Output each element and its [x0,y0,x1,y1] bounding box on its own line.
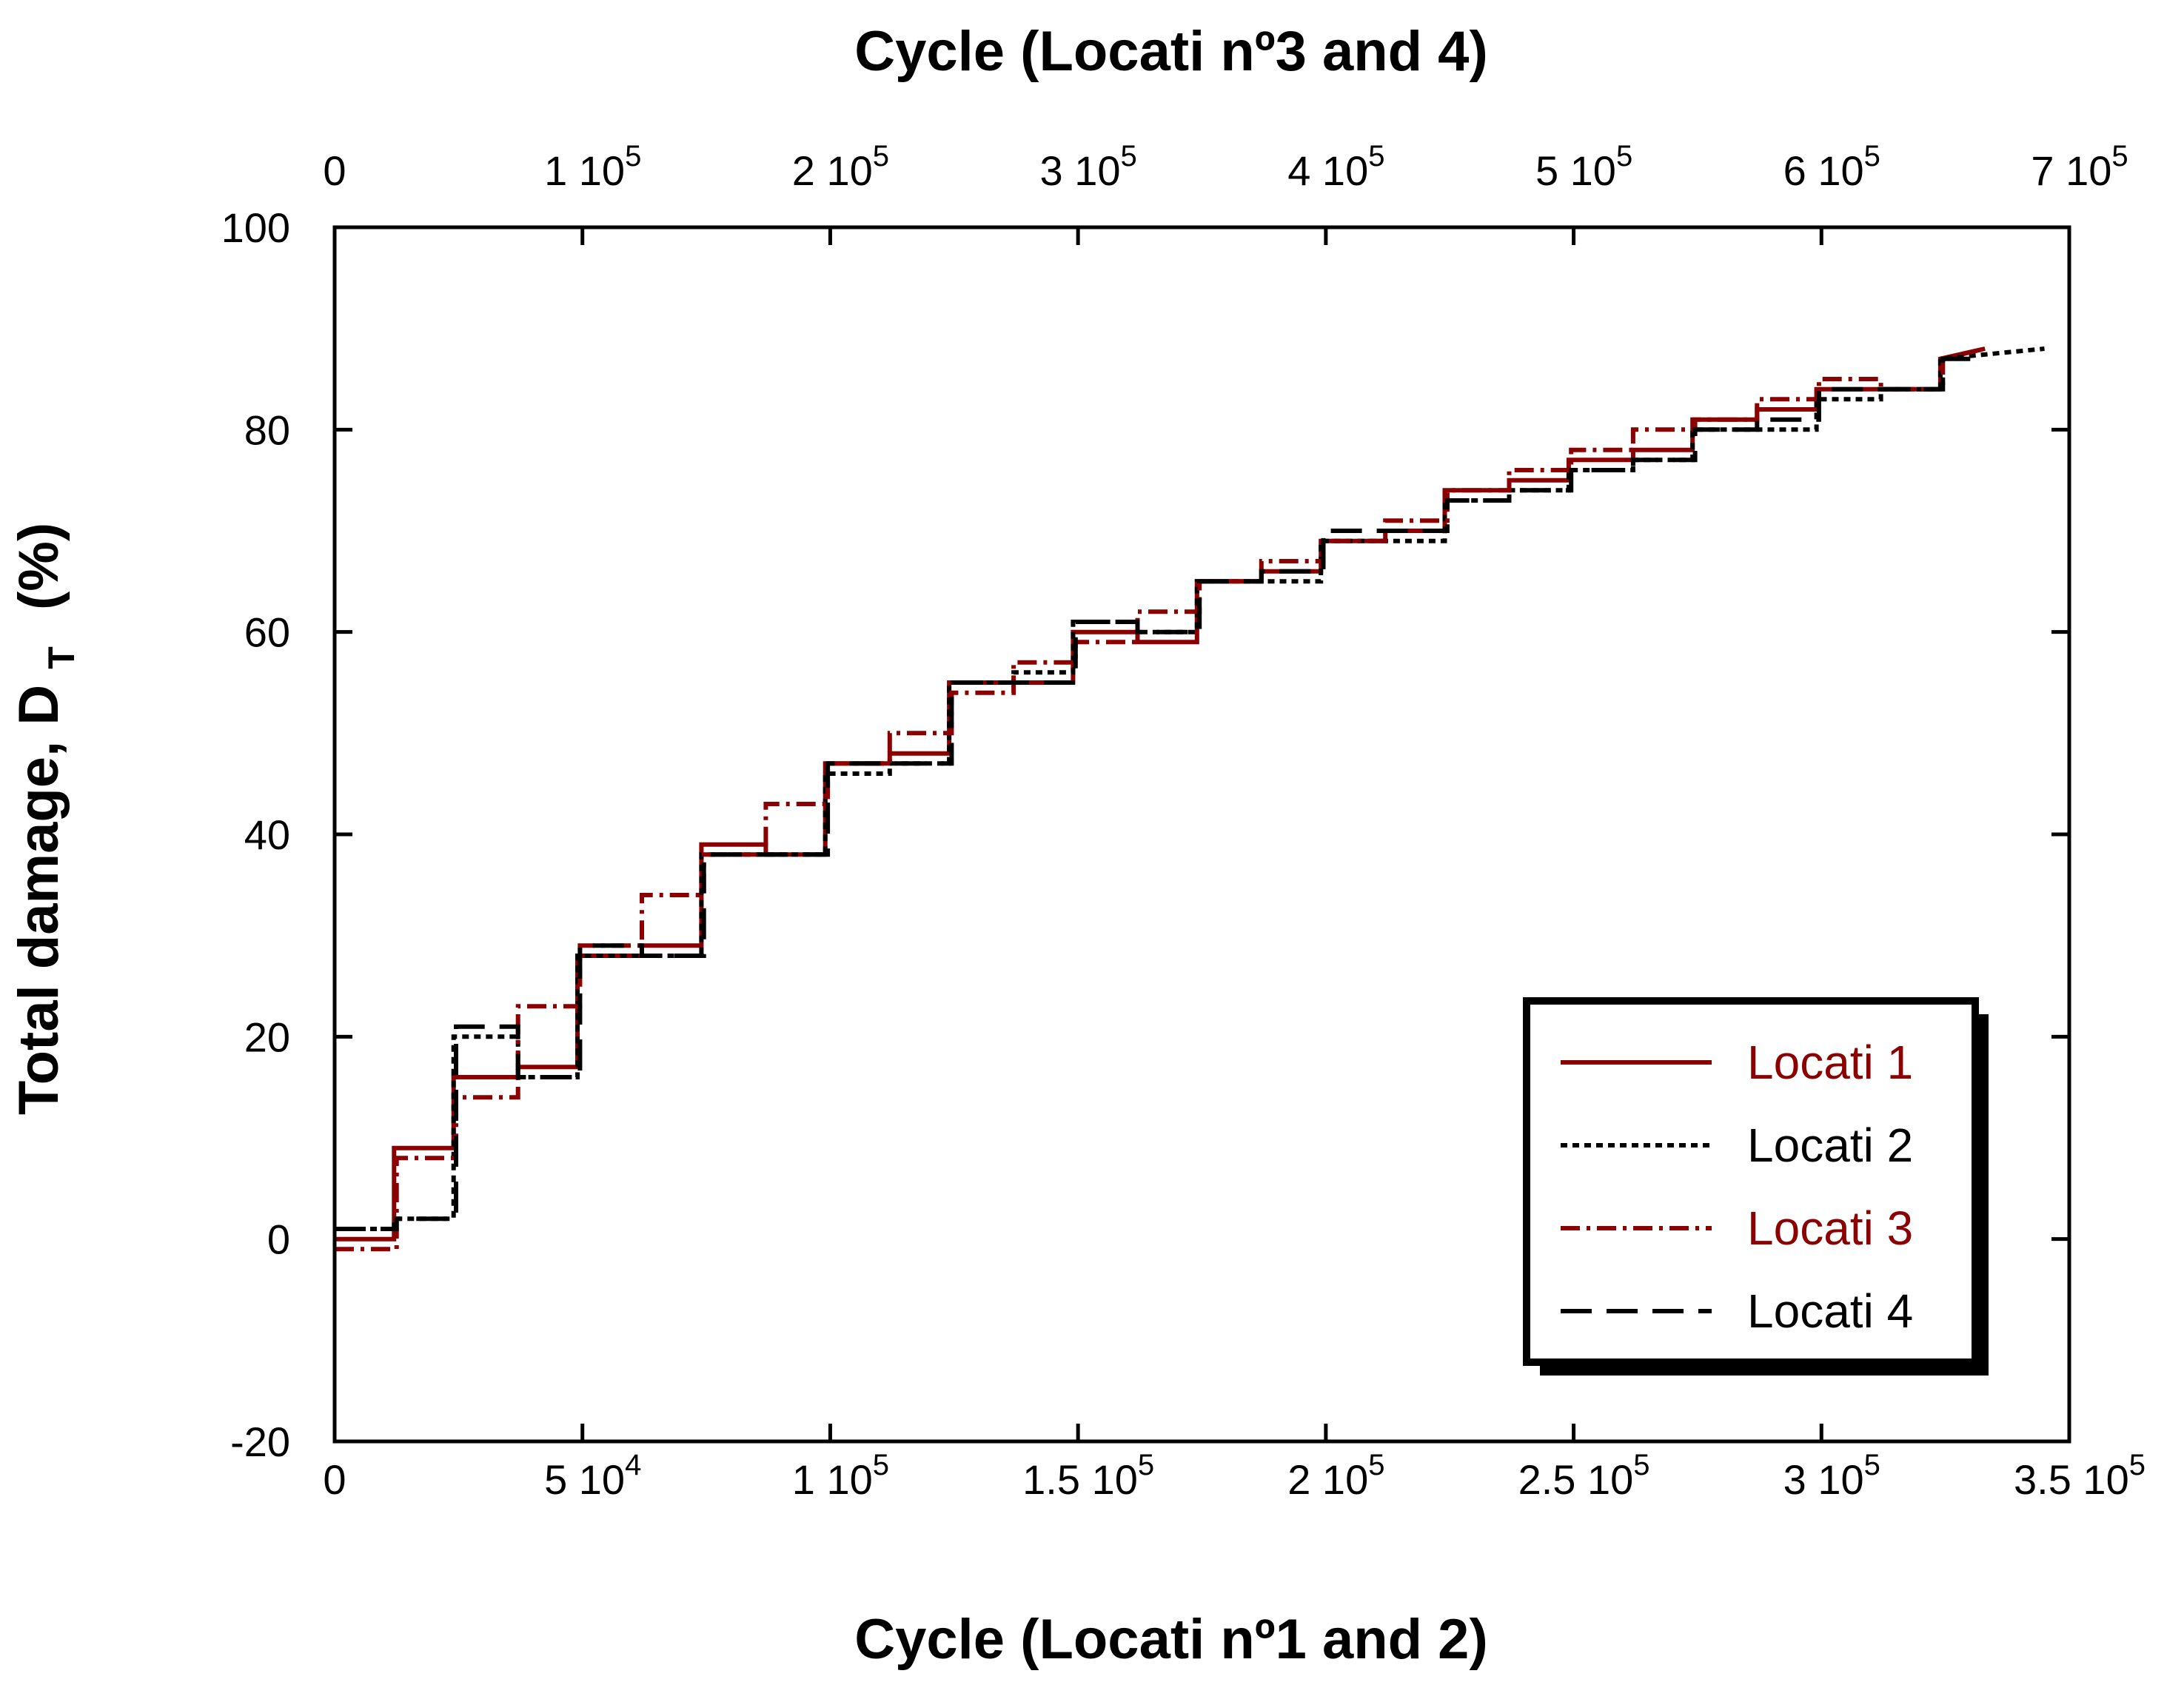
series-lines [335,346,2045,1252]
y-tick-label: 20 [244,1014,290,1060]
x2-tick-label-exponent: 5 [1616,140,1632,172]
y-tick-label: -20 [230,1418,290,1465]
x-tick-label: 5 104 [544,1449,641,1503]
x2-tick-label-exponent: 5 [2111,140,2128,172]
x-tick-label-exponent: 5 [2129,1449,2146,1481]
y-tick-label: 100 [221,204,290,251]
x-tick-label-mantissa: 5 10 [544,1456,625,1503]
x2-tick-label-exponent: 5 [873,140,889,172]
y-tick-label: 60 [244,609,290,656]
x2-tick-label: 3 105 [1040,140,1137,194]
x2-tick-label: 1 105 [544,140,641,194]
legend-label: Locati 3 [1747,1202,1913,1255]
x2-tick-label-exponent: 5 [625,140,641,172]
legend-label: Locati 4 [1747,1284,1913,1338]
x2-tick-label: 0 [323,147,346,194]
x2-tick-label-mantissa: 1 10 [544,147,625,194]
x2-tick-label-mantissa: 0 [323,147,346,194]
x2-tick-label: 2 105 [792,140,889,194]
x2-tick-label: 5 105 [1535,140,1632,194]
x2-tick-label-mantissa: 2 10 [792,147,873,194]
x-tick-label: 2 105 [1287,1449,1384,1503]
x-tick-label-exponent: 5 [1368,1449,1384,1481]
bottom-axis-title: Cycle (Locati nº1 and 2) [854,1608,1488,1671]
x2-tick-label-mantissa: 7 10 [2031,147,2111,194]
x2-tick-label-exponent: 5 [1864,140,1880,172]
y-tick-label: 0 [267,1216,290,1263]
series-line-locati-2 [335,346,2045,1231]
x-tick-label-mantissa: 3 10 [1783,1456,1864,1503]
y-tick-label: 40 [244,811,290,858]
x-tick-label-mantissa: 2.5 10 [1518,1456,1634,1503]
legend: Locati 1 Locati 2 Locati 3 Locati 4 [1523,997,1989,1376]
x2-tick-label-exponent: 5 [1368,140,1384,172]
x2-tick-label-mantissa: 3 10 [1040,147,1121,194]
x2-tick-label-mantissa: 5 10 [1535,147,1616,194]
x2-tick-label-mantissa: 6 10 [1783,147,1864,194]
x-tick-label: 1 105 [792,1449,889,1503]
x2-tick-label: 6 105 [1783,140,1880,194]
x-tick-label-exponent: 5 [1864,1449,1880,1481]
y-axis-title-unit: (%) [7,523,70,610]
x-tick-label-exponent: 5 [873,1449,889,1481]
x2-tick-label-mantissa: 4 10 [1287,147,1368,194]
svg-text:Total damage, D T: Total damage, D T (%) [7,523,87,1115]
x-tick-label: 3.5 105 [2014,1449,2146,1503]
y-axis-title: Total damage, D T (%) [7,523,87,1115]
x2-tick-label-exponent: 5 [1121,140,1137,172]
x-tick-label: 0 [323,1456,346,1503]
y-axis-title-text: Total damage, D [7,685,70,1115]
y-tick-label: 80 [244,406,290,453]
legend-label: Locati 2 [1747,1119,1913,1172]
x-tick-label-exponent: 5 [1138,1449,1154,1481]
series-line-locati-4 [335,356,1975,1231]
x-tick-label-exponent: 5 [1633,1449,1649,1481]
x-tick-label-mantissa: 3.5 10 [2014,1456,2129,1503]
plot-frame [332,225,2071,1444]
x-tick-label: 3 105 [1783,1449,1880,1503]
x-tick-label-mantissa: 2 10 [1287,1456,1368,1503]
top-axis-title: Cycle (Locati nº3 and 4) [854,20,1488,83]
x-tick-label-mantissa: 1.5 10 [1022,1456,1138,1503]
x-tick-label-mantissa: 1 10 [792,1456,873,1503]
x2-tick-label: 7 105 [2031,140,2128,194]
x-tick-label-exponent: 4 [625,1449,641,1481]
legend-label: Locati 1 [1747,1036,1913,1089]
x-tick-label-mantissa: 0 [323,1456,346,1503]
x-tick-label: 2.5 105 [1518,1449,1650,1503]
x-tick-label: 1.5 105 [1022,1449,1154,1503]
y-axis-title-subscript: T [41,646,82,669]
x2-tick-label: 4 105 [1287,140,1384,194]
